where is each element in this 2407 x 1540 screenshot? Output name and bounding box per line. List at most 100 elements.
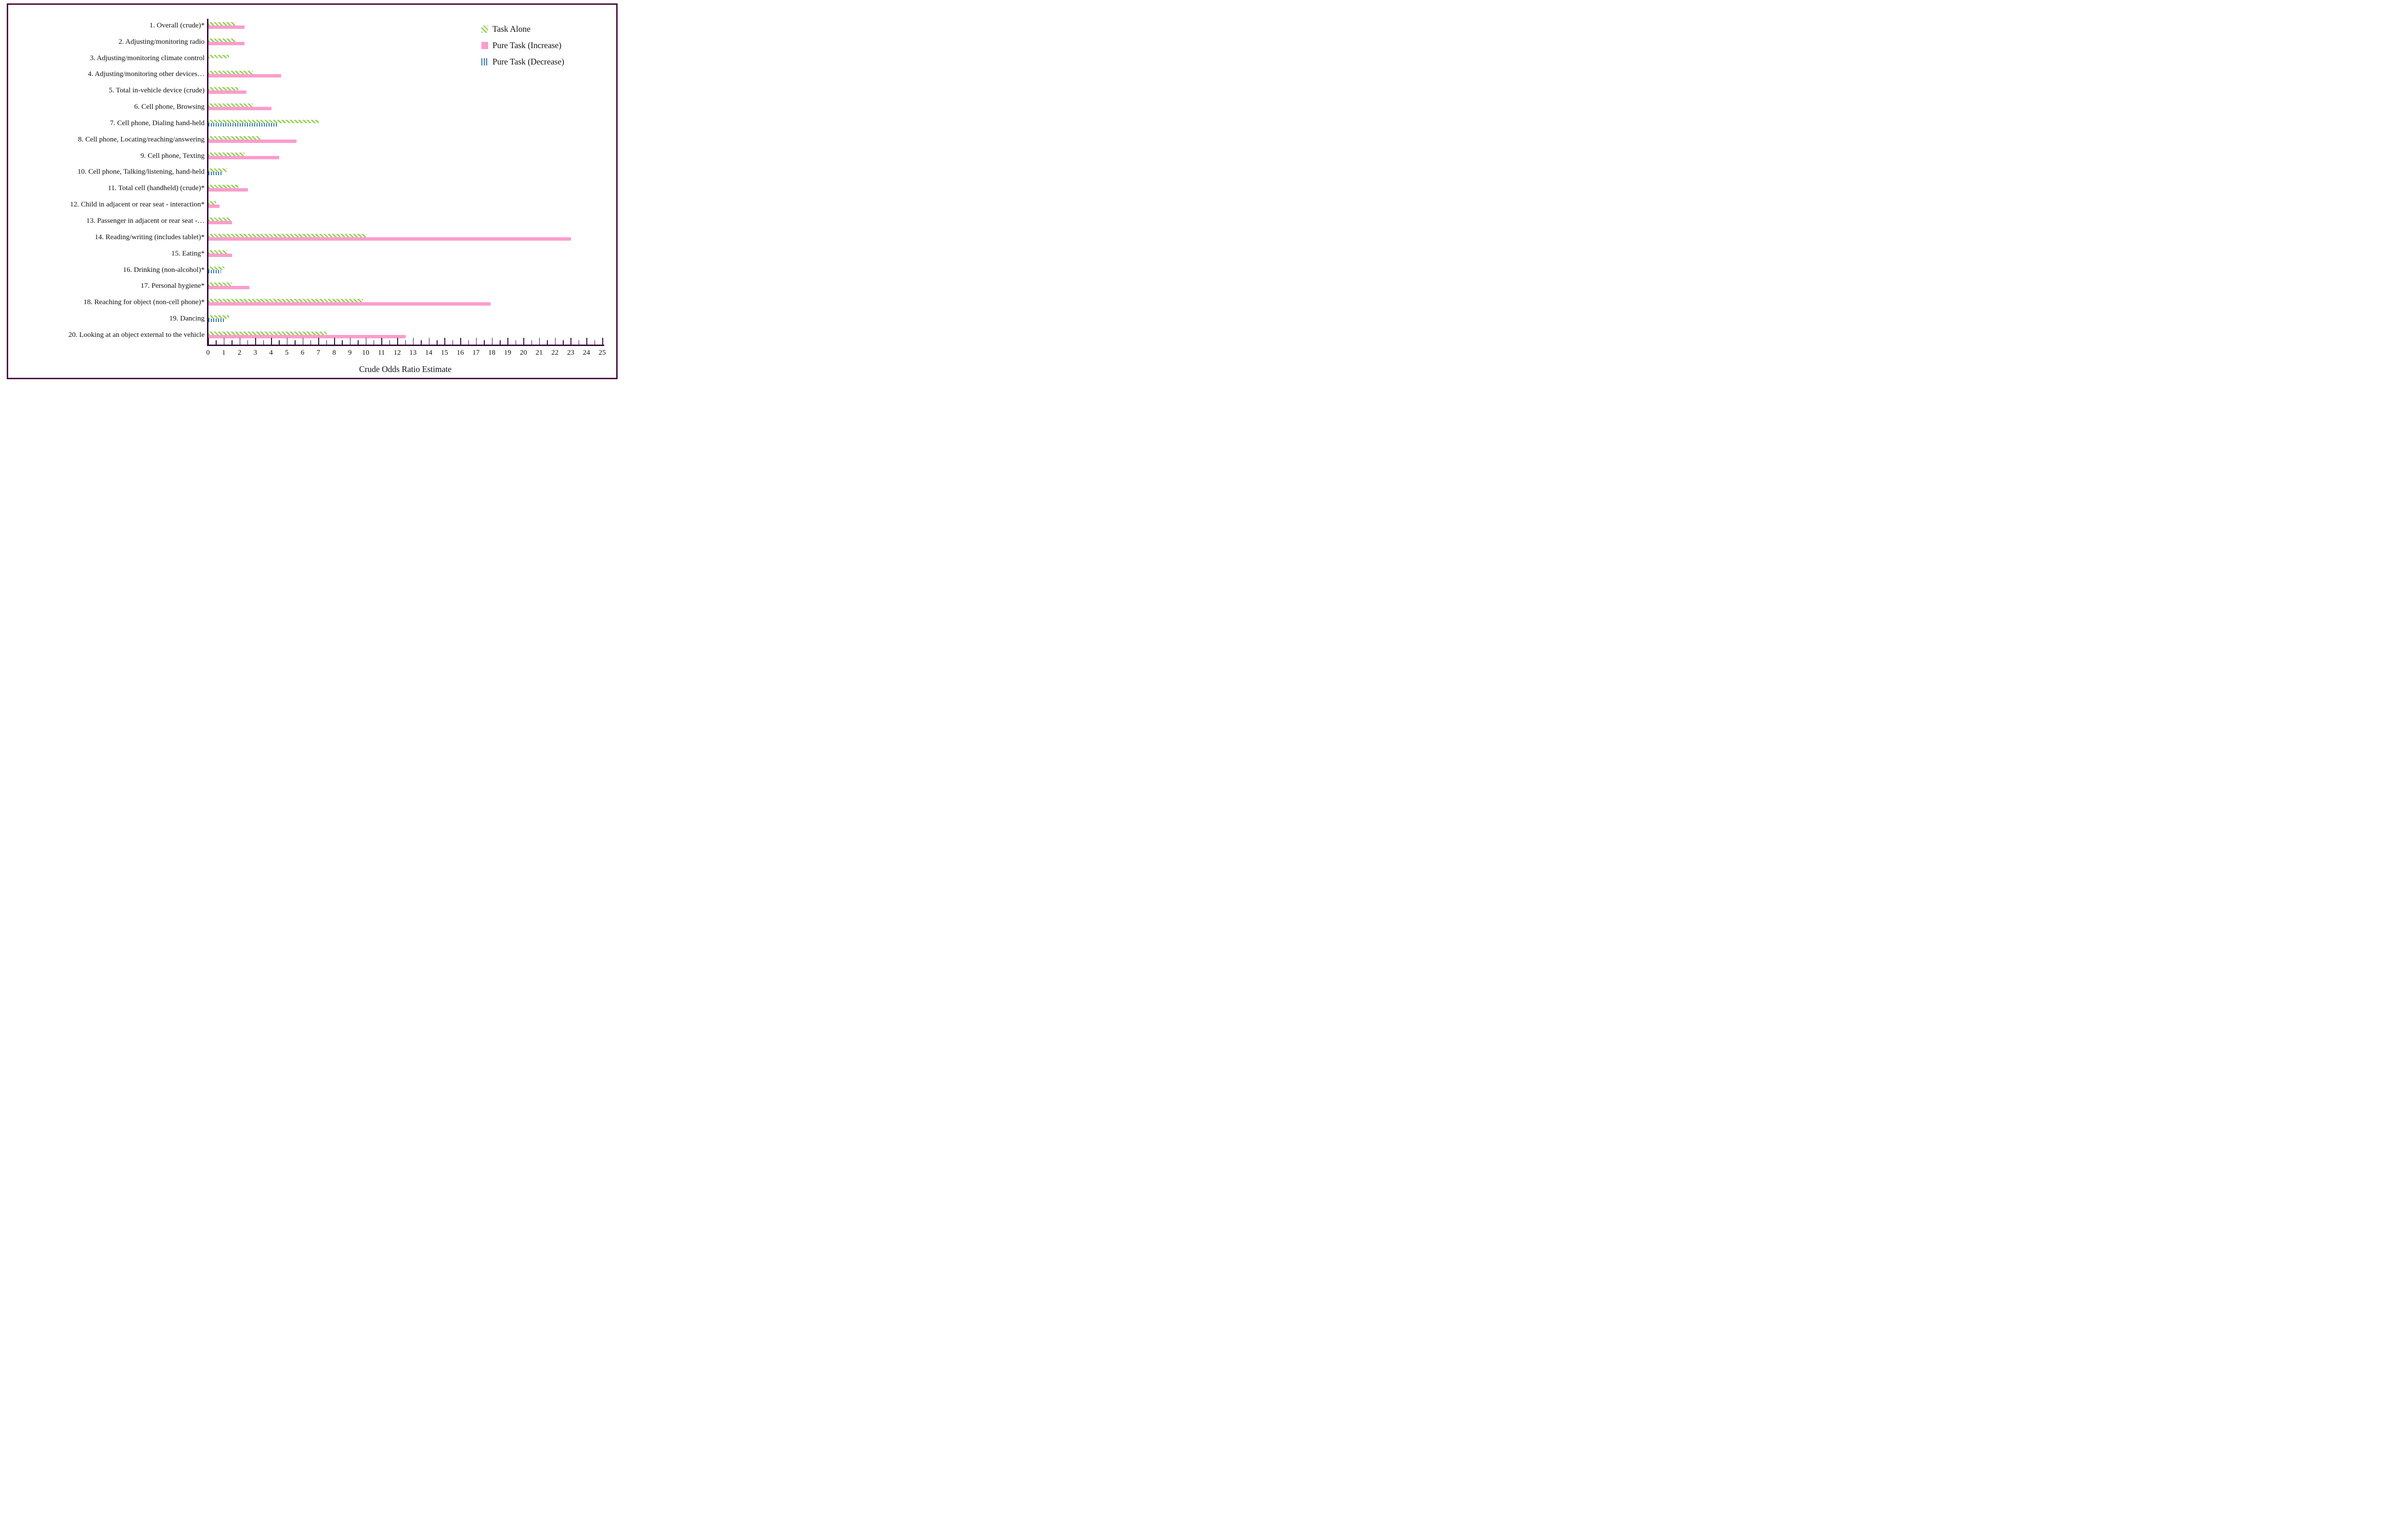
x-axis-tick-minor [547,340,548,345]
x-axis-tick-major [271,338,272,345]
x-axis-tick-label: 5 [285,349,289,357]
category-label: 17. Personal hygiene* [141,282,205,290]
category-label: 18. Reaching for object (non-cell phone)… [83,298,205,307]
x-axis-tick-label: 2 [237,349,242,357]
bar-pure-task-increase [208,221,233,224]
x-axis-tick-minor [405,340,406,345]
bar-pure-task-increase [208,205,220,208]
x-axis-tick-minor [342,340,343,345]
x-axis-tick-label: 12 [393,349,401,357]
x-axis-tick-major [555,338,556,345]
y-axis-line [207,19,208,346]
x-axis-tick-minor [247,340,248,345]
bar-task-alone [208,168,228,172]
x-axis-tick-label: 19 [504,349,511,357]
category-label: 14. Reading/writing (includes tablet)* [94,233,205,241]
bar-task-alone [208,218,231,221]
x-axis-line [207,345,604,346]
category-label: 11. Total cell (handheld) (crude)* [108,184,205,192]
legend-item-task-alone: Task Alone [481,23,564,35]
x-axis-tick-minor [295,340,296,345]
bar-task-alone [208,38,235,42]
x-axis-tick-major [602,338,603,345]
x-axis-tick-label: 14 [425,349,433,357]
bar-task-alone [208,201,217,205]
figure-border [7,3,618,379]
x-axis-tick-label: 16 [456,349,464,357]
bar-pure-task-increase [208,188,248,192]
legend-label-pure-task-decrease: Pure Task (Decrease) [492,56,565,66]
legend-item-pure-task-increase: Pure Task (Increase) [481,39,564,51]
x-axis-tick-minor [437,340,438,345]
x-axis-tick-major [428,338,430,345]
x-axis-tick-label: 20 [519,349,527,357]
category-label: 6. Cell phone, Browsing [134,103,205,111]
x-axis-tick-major [318,338,319,345]
category-label: 1. Overall (crude)* [149,21,205,29]
x-axis-tick-label: 4 [269,349,273,357]
x-axis-tick-label: 1 [222,349,226,357]
x-axis-tick-minor [563,340,564,345]
x-axis-tick-label: 3 [253,349,258,357]
x-axis-tick-minor [389,340,390,345]
category-label: 7. Cell phone, Dialing hand-held [110,119,205,127]
x-axis-tick-label: 10 [362,349,370,357]
x-axis-tick-label: 24 [582,349,590,357]
category-label: 15. Eating* [171,249,205,257]
x-axis-tick-major [397,338,398,345]
x-axis-title: Crude Odds Ratio Estimate [359,364,452,374]
bar-task-alone [208,103,253,107]
x-axis-tick-major [302,338,304,345]
bar-task-alone [208,87,239,91]
x-axis-tick-label: 8 [332,349,336,357]
category-label: 12. Child in adjacent or rear seat - int… [70,201,205,209]
bar-task-alone [208,185,239,189]
x-axis-tick-major [476,338,477,345]
bar-task-alone [208,233,366,237]
x-axis-tick-label: 23 [567,349,574,357]
category-label: 3. Adjusting/monitoring climate control [90,54,205,62]
category-label: 2. Adjusting/monitoring radio [118,38,205,46]
x-axis-tick-major [586,338,587,345]
bar-task-alone [208,282,233,286]
bar-pure-task-increase [208,155,280,159]
bar-task-alone [208,54,229,58]
x-axis-tick-major [523,338,524,345]
x-axis-tick-minor [578,340,580,345]
x-axis-tick-major [460,338,461,345]
bar-pure-task-increase [208,253,233,257]
x-axis-tick-major [444,338,445,345]
bar-pure-task-decrease [208,172,223,176]
x-axis-tick-major [507,338,508,345]
x-axis-tick-major [570,338,571,345]
x-axis-tick-major [334,338,335,345]
x-axis-tick-major [239,338,241,345]
bar-task-alone [208,331,327,335]
x-axis-tick-label: 21 [535,349,543,357]
category-label: 13. Passenger in adjacent or rear seat -… [86,217,205,225]
bar-task-alone [208,71,253,75]
x-axis-tick-major [208,338,209,345]
x-axis-tick-minor [326,340,327,345]
legend-label-pure-task-increase: Pure Task (Increase) [492,40,562,50]
bar-task-alone [208,299,363,303]
legend: Task Alone Pure Task (Increase) Pure Tas… [481,23,564,72]
bar-pure-task-increase [208,41,245,45]
bar-pure-task-decrease [208,123,278,127]
x-axis-tick-minor [531,340,532,345]
x-axis-tick-minor [421,340,422,345]
x-axis-tick-minor [373,340,375,345]
bar-pure-task-increase [208,302,491,306]
x-axis-tick-major [492,338,493,345]
bar-task-alone [208,266,224,270]
figure-page: Task Alone Pure Task (Increase) Pure Tas… [0,0,627,385]
bar-task-alone [208,136,261,140]
bar-pure-task-increase [208,74,281,78]
x-axis-tick-major [223,338,225,345]
bar-task-alone [208,315,229,319]
x-axis-tick-major [255,338,256,345]
category-label: 16. Drinking (non-alcohol)* [123,266,205,274]
x-axis-tick-label: 18 [488,349,496,357]
x-axis-tick-major [349,338,351,345]
bar-task-alone [208,22,235,26]
